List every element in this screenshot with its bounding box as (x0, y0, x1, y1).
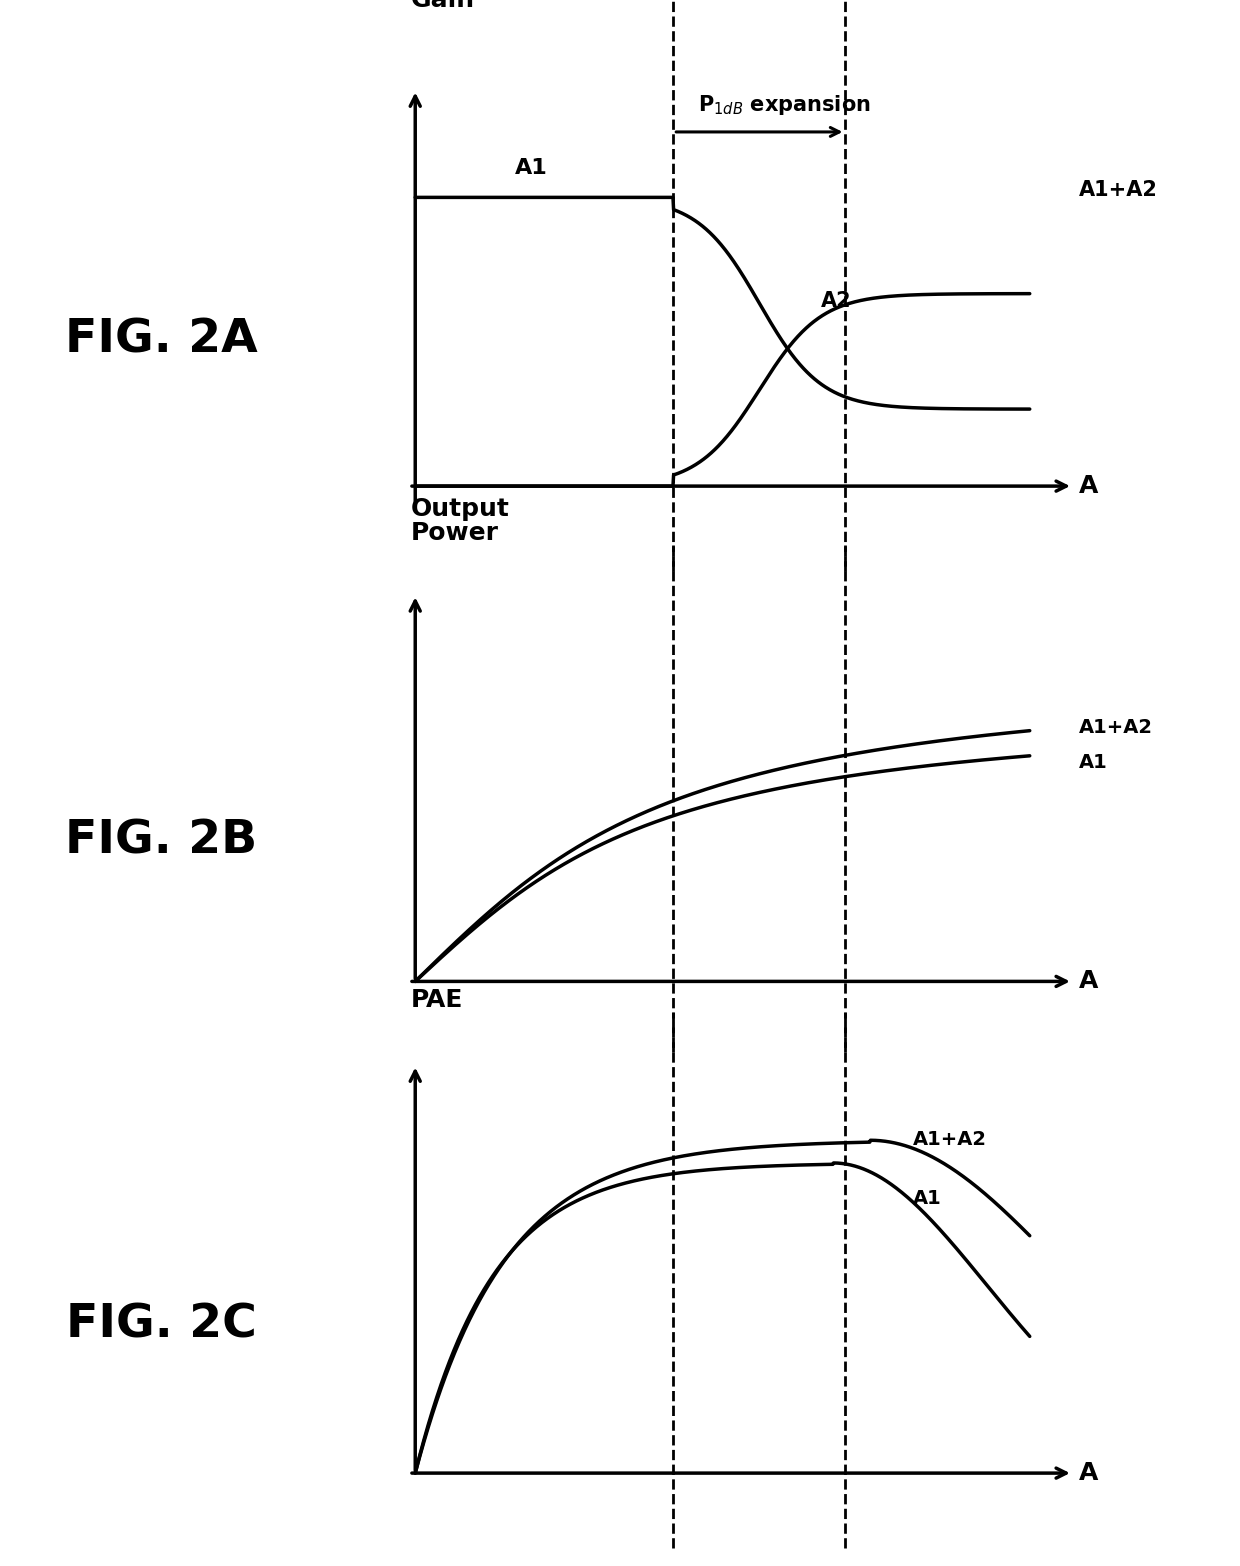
Text: A1: A1 (515, 158, 548, 179)
Text: FIG. 2A: FIG. 2A (64, 318, 258, 362)
Text: A1+A2: A1+A2 (913, 1129, 987, 1148)
Text: A: A (1079, 474, 1099, 498)
Text: FIG. 2B: FIG. 2B (64, 819, 258, 863)
Text: Gain: Gain (410, 0, 475, 13)
Text: A2: A2 (821, 291, 851, 310)
Text: PAE: PAE (410, 988, 463, 1012)
Text: P$_{1dB}$ expansion: P$_{1dB}$ expansion (698, 92, 870, 116)
Text: Output
Power: Output Power (410, 496, 510, 545)
Text: A1: A1 (1079, 753, 1107, 772)
Text: A1+A2: A1+A2 (1079, 180, 1158, 200)
Text: A: A (1079, 1461, 1099, 1485)
Text: A1+A2: A1+A2 (1079, 717, 1153, 736)
Text: A1: A1 (913, 1189, 941, 1207)
Text: A: A (1079, 969, 1099, 993)
Text: FIG. 2C: FIG. 2C (66, 1303, 257, 1347)
